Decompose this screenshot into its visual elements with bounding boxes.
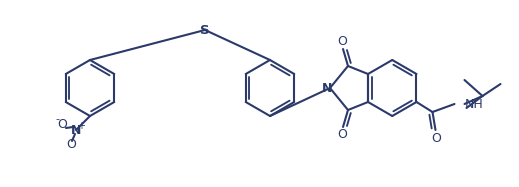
Text: O: O — [66, 139, 76, 151]
Text: -: - — [55, 114, 59, 124]
Text: O: O — [57, 119, 67, 131]
Text: +: + — [77, 121, 85, 131]
Text: NH: NH — [465, 97, 483, 111]
Text: S: S — [200, 24, 210, 36]
Text: O: O — [432, 131, 442, 145]
Text: O: O — [337, 128, 347, 142]
Text: N: N — [71, 123, 81, 137]
Text: O: O — [337, 34, 347, 47]
Text: N: N — [322, 82, 332, 94]
